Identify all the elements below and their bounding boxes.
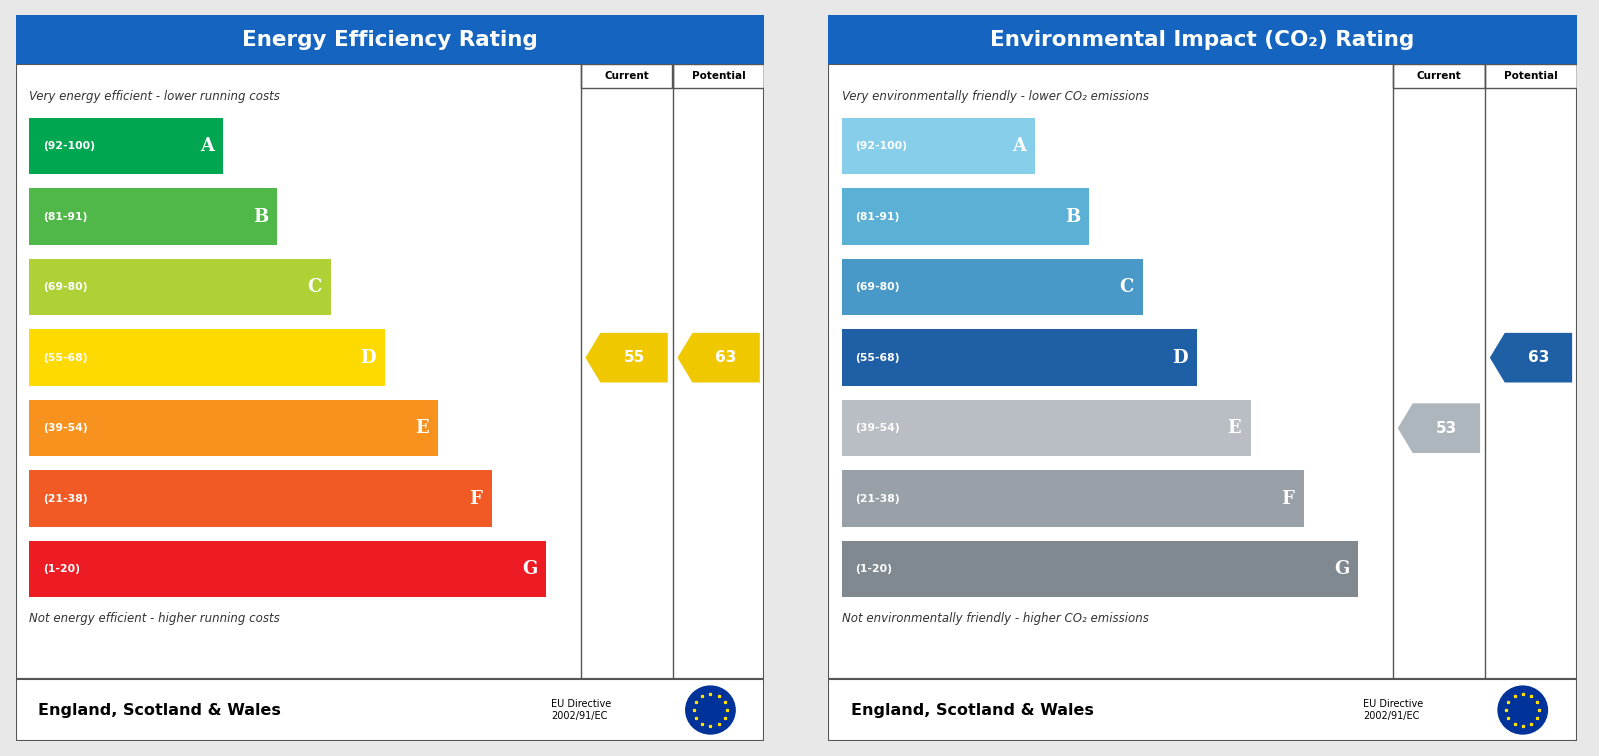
Bar [841,541,1358,597]
Bar [16,679,764,741]
Polygon shape [678,333,760,383]
Bar [1393,64,1484,88]
Bar [841,330,1198,386]
Text: E: E [1228,419,1241,437]
Bar [841,118,1036,175]
Polygon shape [585,333,668,383]
Polygon shape [1398,404,1481,453]
Text: (21-38): (21-38) [855,494,900,503]
Text: (55-68): (55-68) [43,353,88,363]
Text: Very energy efficient - lower running costs: Very energy efficient - lower running co… [29,90,280,103]
Text: 63: 63 [1527,350,1549,365]
Bar [29,259,331,315]
Text: A: A [200,137,214,155]
Bar [841,400,1250,457]
Text: Not energy efficient - higher running costs: Not energy efficient - higher running co… [29,612,280,625]
Bar [841,259,1143,315]
Bar [29,400,438,457]
Circle shape [686,686,736,734]
Text: (55-68): (55-68) [855,353,900,363]
Text: EU Directive
2002/91/EC: EU Directive 2002/91/EC [552,699,611,720]
Text: A: A [1012,137,1027,155]
Bar [841,470,1305,527]
Text: D: D [360,349,376,367]
Bar [29,330,385,386]
Text: Potential: Potential [1505,71,1557,81]
Text: (92-100): (92-100) [855,141,907,151]
Bar [841,188,1089,245]
Text: C: C [307,278,321,296]
Text: F: F [469,490,483,508]
Text: B: B [1065,208,1081,226]
Text: (81-91): (81-91) [43,212,88,222]
Text: D: D [1172,349,1188,367]
Text: (39-54): (39-54) [855,423,900,433]
Text: F: F [1281,490,1295,508]
Text: (92-100): (92-100) [43,141,94,151]
Bar [29,470,492,527]
Text: Potential: Potential [692,71,745,81]
Text: 53: 53 [1436,420,1457,435]
Bar [580,64,672,88]
Text: (39-54): (39-54) [43,423,88,433]
Text: (21-38): (21-38) [43,494,88,503]
Text: (1-20): (1-20) [855,564,892,575]
Bar [16,15,764,64]
Text: Environmental Impact (CO₂) Rating: Environmental Impact (CO₂) Rating [990,29,1415,50]
Bar [828,15,1577,64]
Bar [1485,64,1577,88]
Text: EU Directive
2002/91/EC: EU Directive 2002/91/EC [1364,699,1423,720]
Bar [29,188,277,245]
Circle shape [1498,686,1548,734]
Text: Energy Efficiency Rating: Energy Efficiency Rating [243,29,537,50]
Text: (1-20): (1-20) [43,564,80,575]
Bar [16,64,764,679]
Text: Very environmentally friendly - lower CO₂ emissions: Very environmentally friendly - lower CO… [841,90,1148,103]
Text: England, Scotland & Wales: England, Scotland & Wales [851,702,1094,717]
Polygon shape [1490,333,1572,383]
Text: (69-80): (69-80) [855,282,900,292]
Bar [29,118,224,175]
Text: Current: Current [1417,71,1461,81]
Bar [828,679,1577,741]
Text: (81-91): (81-91) [855,212,900,222]
Text: England, Scotland & Wales: England, Scotland & Wales [38,702,281,717]
Text: C: C [1119,278,1134,296]
Text: 55: 55 [624,350,644,365]
Bar [29,541,545,597]
Text: G: G [1334,560,1350,578]
Text: E: E [416,419,429,437]
Bar [673,64,764,88]
Bar [828,64,1577,679]
Text: 63: 63 [715,350,737,365]
Text: Not environmentally friendly - higher CO₂ emissions: Not environmentally friendly - higher CO… [841,612,1148,625]
Text: Current: Current [604,71,649,81]
Text: (69-80): (69-80) [43,282,88,292]
Text: G: G [521,560,537,578]
Text: B: B [253,208,269,226]
